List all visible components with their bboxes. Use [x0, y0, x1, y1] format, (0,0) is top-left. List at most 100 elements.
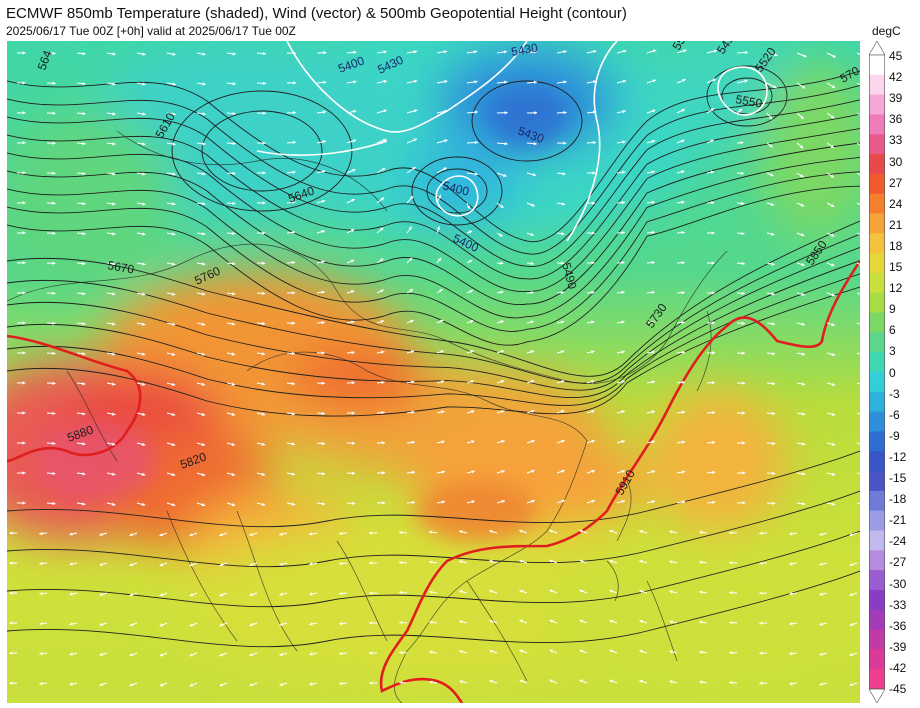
wind-vector-head	[470, 350, 474, 354]
wind-vector-head	[82, 171, 86, 176]
wind-vector-head	[609, 679, 613, 683]
wind-vector-head	[262, 141, 266, 145]
wind-vector-head	[669, 620, 673, 624]
wind-vector-head	[591, 439, 595, 444]
wind-vector-head	[802, 502, 806, 506]
wind-vector-head	[142, 262, 146, 266]
wind-vector-head	[379, 227, 384, 232]
wind-vector-head	[202, 202, 206, 206]
wind-vector-head	[99, 682, 103, 687]
wind-vector-head	[39, 621, 43, 626]
height-contour	[7, 246, 860, 391]
colorbar-segment	[869, 490, 885, 512]
wind-vector-head	[819, 592, 823, 596]
wind-vector-head	[579, 529, 583, 533]
wind-vector-head	[351, 198, 355, 202]
wind-vector-head	[729, 680, 733, 685]
wind-vector-head	[309, 682, 313, 686]
wind-vector-head	[489, 619, 493, 624]
wind-vector-head	[141, 412, 146, 416]
wind-vector-head	[202, 112, 206, 116]
wind-vector-head	[322, 140, 326, 144]
wind-vector-head	[740, 171, 745, 175]
wind-vector-head	[219, 563, 223, 567]
wind-vector-head	[563, 50, 567, 54]
wind-vector-head	[530, 379, 535, 384]
wind-vector-head	[532, 172, 536, 177]
colorbar-segment	[869, 550, 885, 571]
wind-vector-head	[489, 559, 493, 564]
wind-vector-head	[39, 591, 43, 596]
wind-vector-head	[39, 651, 43, 656]
wind-vector-head	[383, 50, 387, 54]
wind-vector-head	[413, 109, 418, 113]
wind-vector-head	[232, 201, 236, 206]
wind-vector-head	[309, 652, 313, 656]
wind-vector-head	[712, 500, 716, 505]
wind-vector-head	[112, 172, 116, 176]
wind-vector-head	[819, 532, 823, 536]
colorbar-tick-label: -15	[889, 471, 907, 485]
wind-vector-head	[22, 141, 26, 145]
height-contour-closed	[201, 110, 323, 192]
wind-vector-head	[129, 593, 133, 597]
wind-vector-head	[669, 530, 673, 534]
colorbar-top-extend	[869, 41, 885, 56]
wind-vector-head	[9, 651, 13, 655]
wind-vector-head	[112, 322, 116, 326]
weather-map[interactable]: 5430 5400 5430 5400 5430 5400 5610 5640 5670 5760…	[7, 41, 860, 703]
wind-vector-head	[381, 168, 386, 172]
wind-vector-head	[533, 142, 537, 146]
wind-vector-head	[369, 621, 373, 625]
wind-vector-head	[443, 50, 448, 54]
wind-vector-head	[321, 290, 325, 294]
contour-label: 5490	[559, 261, 580, 291]
wind-vector-head	[262, 231, 266, 235]
wind-vector-head	[789, 652, 793, 656]
wind-vector-head	[321, 260, 325, 264]
wind-vector-head	[249, 532, 253, 537]
wind-vector-head	[323, 51, 327, 55]
wind-vector-head	[309, 592, 313, 596]
height-contour	[7, 70, 860, 243]
wind-vector-head	[470, 380, 475, 384]
wind-vector-head	[549, 649, 553, 653]
height-contour	[7, 490, 860, 568]
wind-vector-head	[471, 440, 475, 444]
wind-vector-head	[291, 351, 296, 356]
wind-vector-head	[231, 322, 236, 326]
wind-vector-head	[651, 440, 656, 444]
wind-vector-head	[830, 203, 835, 207]
wind-vector-head	[369, 591, 373, 595]
wind-vector-head	[399, 650, 403, 655]
wind-vector-head	[353, 109, 357, 114]
wind-vector-head	[681, 200, 685, 204]
wind-vector-head	[459, 560, 463, 564]
wind-vector-head	[82, 442, 86, 446]
wind-vector-head	[39, 681, 43, 686]
wind-vector-head	[202, 142, 206, 146]
wind-vector-head	[444, 79, 448, 84]
wind-vector-head	[549, 589, 553, 593]
wind-vector-head	[830, 115, 835, 119]
wind-vector-head	[712, 470, 716, 475]
wind-vector-head	[410, 350, 415, 354]
wind-vector-head	[262, 81, 267, 86]
wind-vector-head	[742, 501, 746, 505]
wind-vector-head	[408, 257, 413, 262]
wind-vector-head	[802, 472, 806, 476]
wind-vector-head	[219, 623, 223, 627]
wind-vector-head	[172, 262, 176, 266]
wind-vector	[856, 112, 860, 116]
wind-vector-head	[563, 110, 567, 115]
wind-vector	[856, 472, 860, 475]
chart-subtitle: 2025/06/17 Tue 00Z [+0h] valid at 2025/0…	[6, 24, 296, 38]
colorbar-segment	[869, 431, 885, 452]
wind-vector-head	[699, 680, 703, 684]
height-contour-closed	[471, 80, 583, 162]
height-contour	[7, 273, 860, 406]
colorbar-segment	[869, 312, 885, 333]
wind-vector-head	[22, 471, 26, 475]
height-contour-closed	[411, 156, 503, 226]
height-contour	[7, 156, 860, 319]
